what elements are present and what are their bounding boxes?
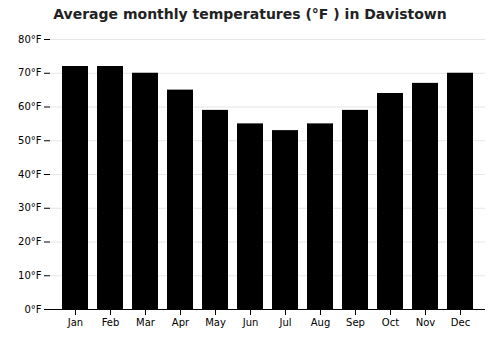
svg-text:Feb: Feb [102,317,120,328]
svg-text:Nov: Nov [416,317,436,328]
svg-text:Jul: Jul [278,317,291,328]
html-text:Average monthly temperatures (: Average monthly temperatures (°F ) in Da… [53,6,447,22]
svg-text:80°F: 80°F [18,34,42,45]
svg-text:Oct: Oct [382,317,399,328]
svg-text:Sep: Sep [346,317,365,328]
svg-text:40°F: 40°F [18,169,42,180]
svg-text:0°F: 0°F [24,304,41,315]
svg-text:Jan: Jan [67,317,83,328]
svg-text:May: May [205,317,226,328]
svg-text:70°F: 70°F [18,67,42,78]
svg-text:50°F: 50°F [18,135,42,146]
svg-text:Jun: Jun [242,317,259,328]
svg-text:60°F: 60°F [18,101,42,112]
svg-text:20°F: 20°F [18,236,42,247]
svg-text:Aug: Aug [311,317,331,328]
svg-text:30°F: 30°F [18,202,42,213]
svg-text:10°F: 10°F [18,270,42,281]
svg-text:Apr: Apr [172,317,190,328]
svg-text:Mar: Mar [136,317,156,328]
svg-text:Dec: Dec [451,317,470,328]
